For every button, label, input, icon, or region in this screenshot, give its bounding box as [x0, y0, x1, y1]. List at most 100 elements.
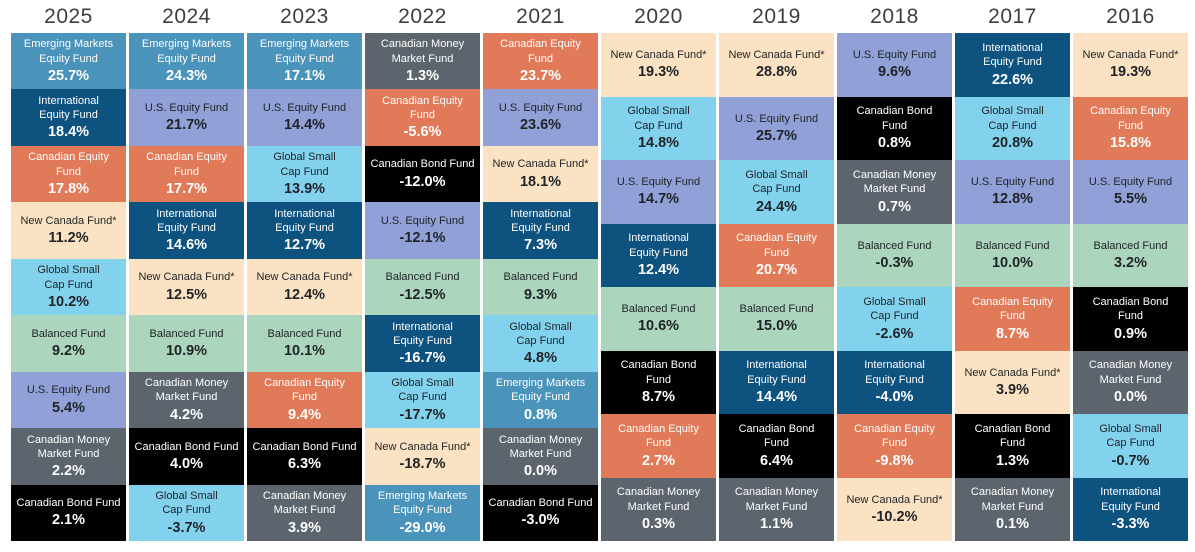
fund-cell: International Equity Fund 12.7% [247, 202, 362, 259]
fund-name: Balanced Fund [1093, 239, 1168, 252]
fund-cell: Global Small Cap Fund -17.7% [365, 371, 480, 429]
fund-name: Balanced Fund [267, 327, 342, 340]
fund-return-value: 18.4% [47, 124, 90, 141]
fund-cell: U.S. Equity Fund 5.4% [11, 371, 126, 429]
fund-cell: Canadian Bond Fund 6.3% [247, 428, 362, 485]
year-cells: New Canada Fund* 28.8% U.S. Equity Fund 25.… [719, 33, 834, 541]
fund-return-value: 23.6% [519, 117, 562, 134]
fund-name: U.S. Equity Fund [26, 384, 111, 397]
fund-return-value: 0.9% [1113, 325, 1148, 342]
fund-return-value: 2.7% [641, 452, 676, 469]
fund-cell: Global Small Cap Fund -0.7% [1073, 414, 1188, 478]
fund-cell: Canadian Bond Fund -3.0% [483, 484, 598, 541]
fund-cell: Balanced Fund -12.5% [365, 258, 480, 316]
fund-name: Canadian Money Market Fund [1088, 359, 1173, 386]
fund-return-value: 21.7% [165, 117, 208, 134]
fund-name: International Equity Fund [982, 41, 1043, 69]
fund-name: New Canada Fund* [610, 49, 707, 62]
fund-cell: Canadian Money Market Fund 0.1% [955, 477, 1070, 541]
fund-cell: Balanced Fund 10.0% [955, 223, 1070, 287]
fund-cell: Canadian Bond Fund 2.1% [11, 484, 126, 541]
fund-cell: International Equity Fund 18.4% [11, 89, 126, 146]
fund-cell: New Canada Fund* 11.2% [11, 202, 126, 259]
fund-name: Canadian Bond Fund [16, 497, 121, 510]
fund-cell: International Equity Fund -16.7% [365, 315, 480, 372]
fund-name: New Canada Fund* [374, 440, 471, 453]
fund-return-value: 15.0% [755, 318, 798, 335]
fund-name: Balanced Fund [857, 239, 932, 252]
fund-cell: New Canada Fund* 19.3% [601, 33, 716, 97]
fund-name: International Equity Fund [628, 232, 689, 259]
fund-return-value: 4.2% [169, 406, 204, 423]
fund-return-value: 20.8% [991, 135, 1034, 152]
fund-return-value: 0.7% [877, 198, 912, 215]
fund-name: International Equity Fund [510, 207, 571, 235]
fund-cell: Global Small Cap Fund 24.4% [719, 160, 834, 224]
fund-cell: Balanced Fund 9.3% [483, 258, 598, 316]
fund-return-value: 0.8% [523, 406, 558, 423]
fund-name: Canadian Equity Fund [382, 94, 463, 122]
year-cells: Emerging Markets Equity Fund 25.7% Internat… [11, 33, 126, 541]
fund-name: Canadian Bond Fund [1092, 295, 1169, 323]
year-column-2018: 2018 U.S. Equity Fund 9.6% Canadian Bond Fun… [837, 0, 952, 552]
fund-return-value: -12.5% [399, 286, 446, 303]
fund-cell: New Canada Fund* 12.4% [247, 258, 362, 316]
fund-return-value: 24.4% [755, 198, 798, 215]
fund-return-value: 14.6% [165, 237, 208, 254]
fund-cell: U.S. Equity Fund 14.7% [601, 160, 716, 224]
fund-cell: Canadian Money Market Fund 0.0% [483, 428, 598, 485]
year-header: 2020 [634, 4, 683, 28]
fund-name: New Canada Fund* [256, 271, 353, 284]
fund-return-value: 9.3% [523, 286, 558, 303]
year-cells: International Equity Fund 22.6% Global Smal… [955, 33, 1070, 541]
fund-return-value: -17.7% [399, 406, 446, 423]
fund-cell: Canadian Equity Fund 2.7% [601, 414, 716, 478]
fund-name: Canadian Money Market Fund [970, 486, 1055, 513]
fund-cell: U.S. Equity Fund 9.6% [837, 33, 952, 97]
fund-cell: Balanced Fund 3.2% [1073, 223, 1188, 287]
year-header: 2025 [44, 4, 93, 28]
fund-cell: U.S. Equity Fund 25.7% [719, 96, 834, 160]
fund-return-value: 5.4% [51, 399, 86, 416]
fund-cell: Canadian Bond Fund 0.9% [1073, 287, 1188, 351]
year-cells: U.S. Equity Fund 9.6% Canadian Bond Fund 0.8… [837, 33, 952, 541]
year-column-2025: 2025 Emerging Markets Equity Fund 25.7% Inte… [11, 0, 126, 552]
fund-cell: U.S. Equity Fund 5.5% [1073, 160, 1188, 224]
fund-cell: Global Small Cap Fund 13.9% [247, 145, 362, 203]
fund-return-value: -2.6% [875, 325, 914, 342]
fund-name: Canadian Money Market Fund [262, 489, 347, 517]
fund-return-value: -10.2% [871, 508, 918, 525]
year-column-2021: 2021 Canadian Equity Fund 23.7% U.S. Equity … [483, 0, 598, 552]
fund-cell: U.S. Equity Fund -12.1% [365, 202, 480, 259]
fund-name: Emerging Markets Equity Fund [141, 38, 232, 65]
fund-name: Canadian Equity Fund [1090, 105, 1171, 132]
fund-cell: Emerging Markets Equity Fund 17.1% [247, 33, 362, 90]
fund-name: New Canada Fund* [138, 271, 235, 284]
fund-return-value: 19.3% [1109, 64, 1152, 81]
fund-return-value: 10.0% [991, 254, 1034, 271]
fund-name: Balanced Fund [385, 271, 460, 284]
fund-cell: Balanced Fund 10.1% [247, 315, 362, 372]
fund-name: U.S. Equity Fund [498, 102, 583, 115]
fund-return-value: 12.8% [991, 191, 1034, 208]
fund-return-value: -9.8% [875, 452, 914, 469]
fund-return-value: 19.3% [637, 64, 680, 81]
fund-name: Canadian Money Market Fund [498, 433, 583, 460]
fund-cell: Canadian Money Market Fund 1.3% [365, 33, 480, 90]
fund-return-value: 6.3% [287, 455, 322, 472]
fund-name: Canadian Bond Fund [620, 359, 697, 386]
fund-return-value: -29.0% [399, 519, 446, 536]
fund-return-value: 5.5% [1113, 191, 1148, 208]
fund-return-value: 9.6% [877, 64, 912, 81]
fund-name: Balanced Fund [503, 271, 578, 284]
fund-return-value: 10.9% [165, 343, 208, 360]
fund-return-value: 17.8% [47, 180, 90, 197]
fund-cell: Canadian Money Market Fund 4.2% [129, 371, 244, 429]
fund-name: Canadian Bond Fund [974, 422, 1051, 450]
fund-cell: Canadian Money Market Fund 0.0% [1073, 350, 1188, 414]
fund-return-value: 17.7% [165, 180, 208, 197]
fund-cell: Canadian Bond Fund 1.3% [955, 414, 1070, 478]
fund-return-value: 3.2% [1113, 254, 1148, 271]
fund-name: Canadian Money Market Fund [616, 486, 701, 513]
fund-name: Canadian Bond Fund [252, 440, 357, 453]
